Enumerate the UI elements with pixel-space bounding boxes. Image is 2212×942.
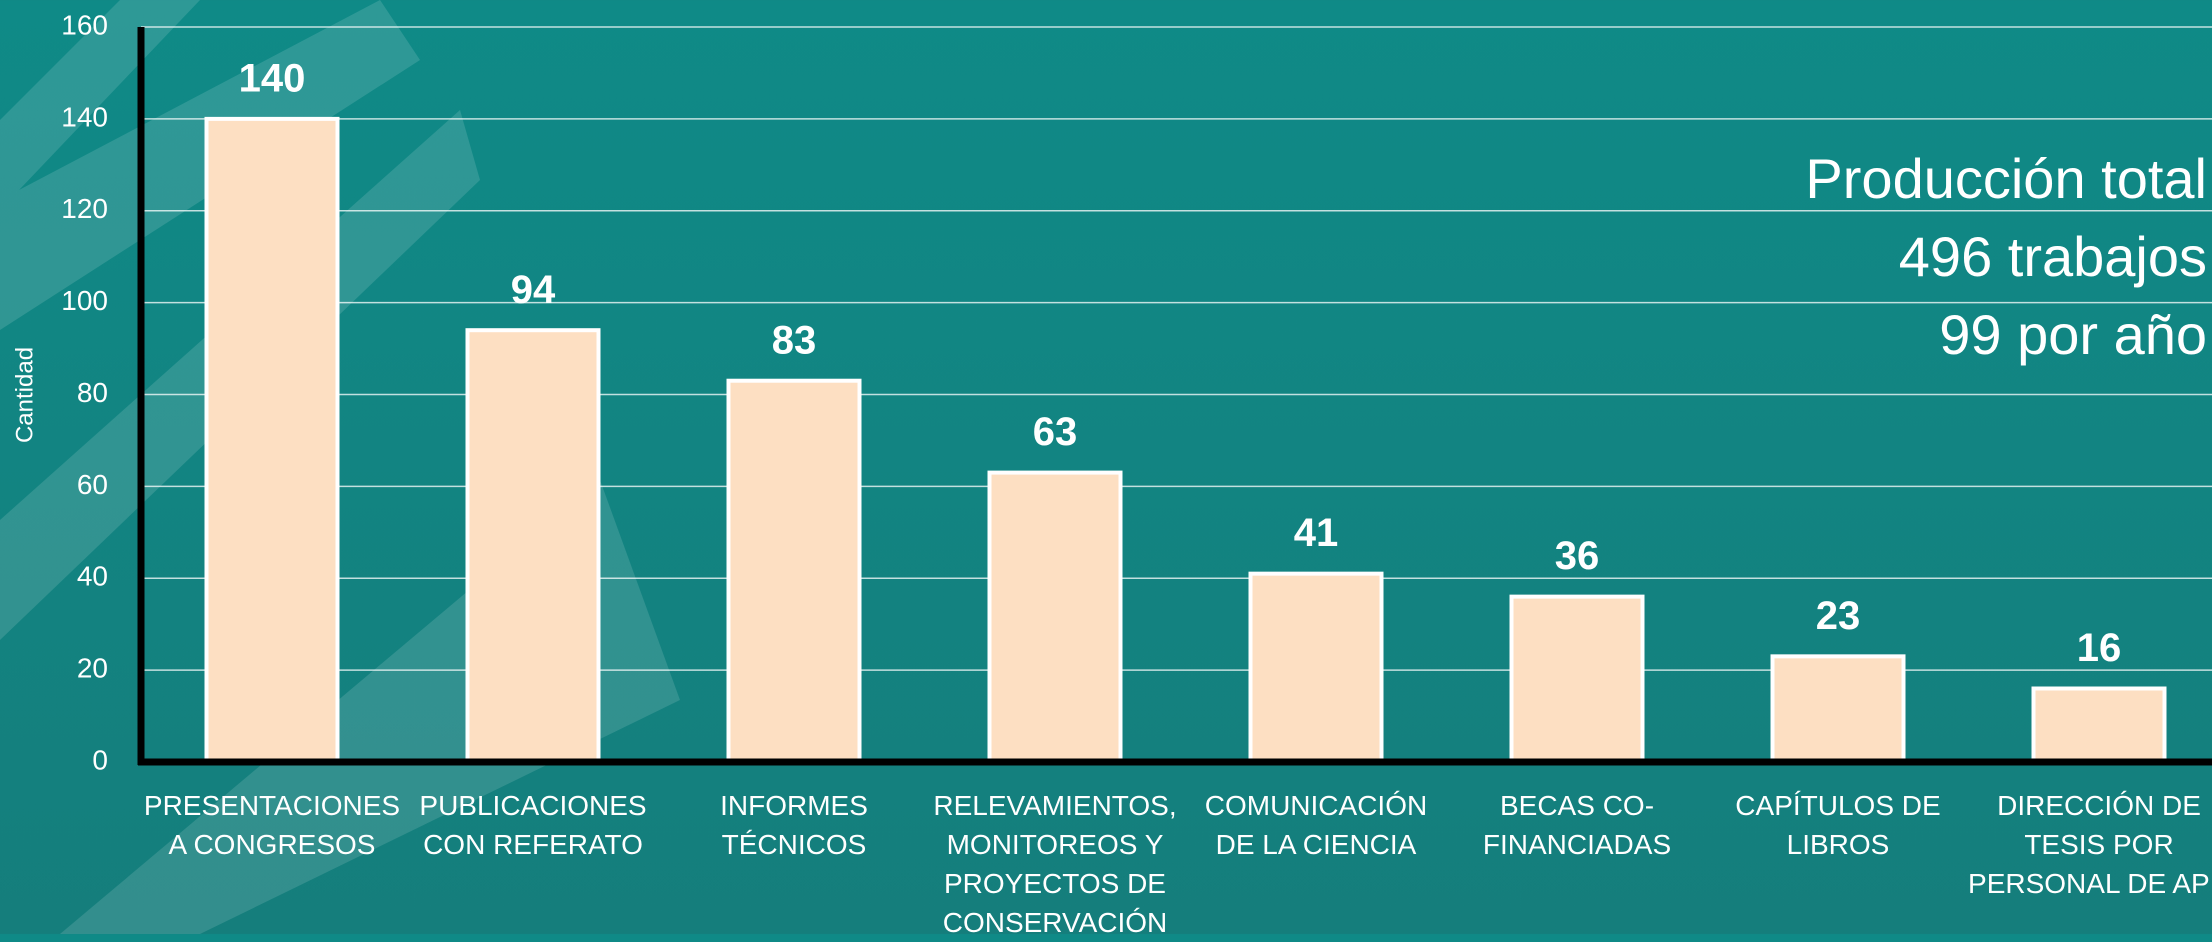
data-label: 36 [1555,534,1600,578]
x-tick-label: CAPÍTULOS DE LIBROS [1707,786,1969,864]
y-tick-label: 40 [77,561,108,592]
bar [2034,689,2165,763]
y-tick-label: 140 [61,101,108,132]
annotation-line: 496 trabajos [1899,225,2207,288]
bar [1512,597,1643,762]
bar [468,330,599,762]
data-label: 140 [239,56,306,100]
y-tick-label: 160 [61,9,108,40]
y-axis-label: Cantidad [11,347,38,443]
x-tick-label: RELEVAMIENTOS, MONITOREOS Y PROYECTOS DE… [924,786,1186,942]
data-label: 16 [2077,626,2122,670]
annotation-line: Producción total [1805,147,2207,210]
data-label: 63 [1033,410,1078,454]
y-tick-label: 20 [77,653,108,684]
bar [1773,656,1904,762]
data-label: 23 [1816,594,1861,638]
y-tick-label: 60 [77,469,108,500]
bar [207,119,338,762]
annotation: Producción total 496 trabajos 99 por año [1805,147,2207,366]
page: Cantidad Producción total 496 trabajos 99 … [0,0,2212,934]
bar [1251,574,1382,762]
data-label: 83 [772,318,817,362]
data-label: 94 [511,268,556,312]
bar [729,381,860,762]
y-tick-label: 0 [92,744,108,775]
y-tick-label: 100 [61,285,108,316]
x-tick-label: DIRECCIÓN DE TESIS POR PERSONAL DE APN [1968,786,2212,903]
x-tick-label: PUBLICACIONES CON REFERATO [402,786,664,864]
x-tick-label: PRESENTACIONES A CONGRESOS [141,786,403,864]
x-tick-label: INFORMES TÉCNICOS [663,786,925,864]
y-tick-label: 120 [61,193,108,224]
x-tick-label: COMUNICACIÓN DE LA CIENCIA [1185,786,1447,864]
x-tick-label: BECAS CO-FINANCIADAS [1446,786,1708,864]
bar [990,473,1121,762]
annotation-line: 99 por año [1939,303,2207,366]
data-label: 41 [1294,511,1339,555]
y-tick-label: 80 [77,377,108,408]
